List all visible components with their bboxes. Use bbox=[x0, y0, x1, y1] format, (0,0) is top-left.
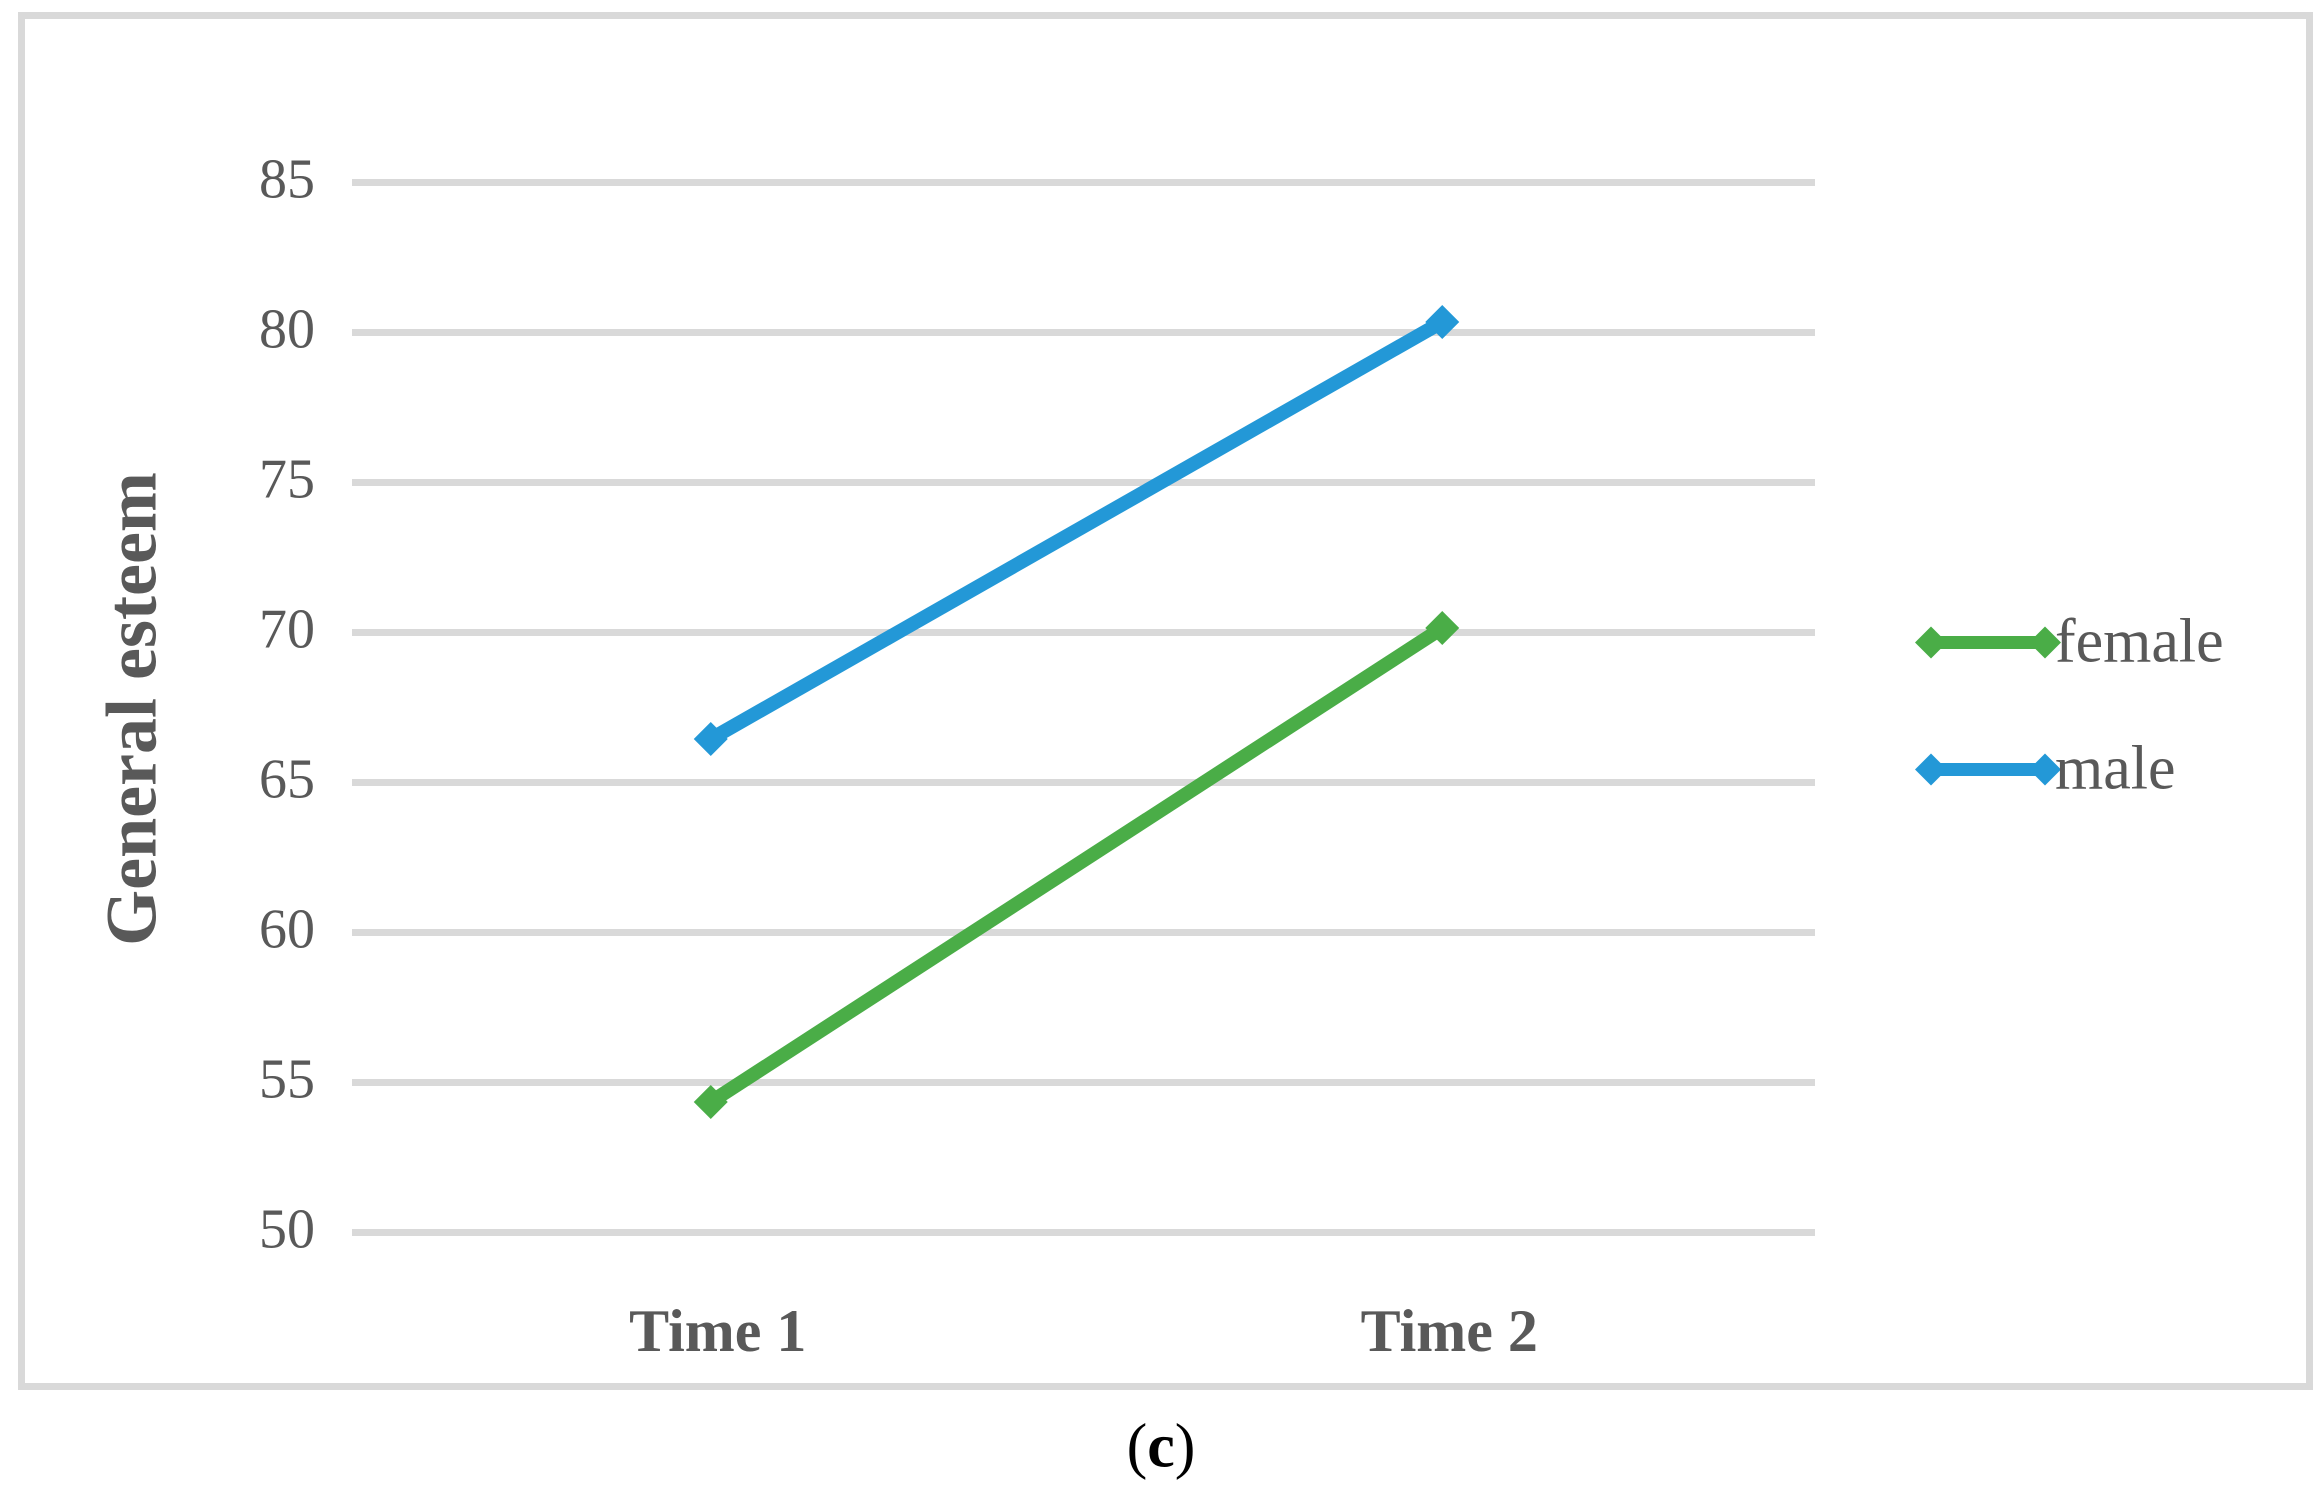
y-tick-label-70: 70 bbox=[259, 598, 315, 661]
y-axis-title: General esteem bbox=[91, 472, 172, 946]
gridline-60 bbox=[352, 928, 1815, 936]
y-tick-label-55: 55 bbox=[259, 1048, 315, 1111]
legend-item-male: male bbox=[1913, 734, 2176, 805]
legend-marker-diamond-male-1 bbox=[1915, 753, 1947, 785]
chart-frame: General esteem 50 55 60 65 70 75 80 85 Time 1 Ti… bbox=[18, 12, 2313, 1390]
caption-close-paren: ) bbox=[1174, 1412, 1196, 1481]
gridline-65 bbox=[352, 778, 1815, 786]
legend-label-male: male bbox=[2055, 734, 2176, 803]
legend-sample-female bbox=[1915, 626, 2061, 658]
x-category-label-1: Time 1 bbox=[629, 1298, 807, 1364]
figure-caption: (c) bbox=[1127, 1412, 1196, 1483]
gridline-50 bbox=[352, 1228, 1815, 1236]
caption-letter: c bbox=[1147, 1412, 1175, 1481]
gridline-85 bbox=[352, 178, 1815, 186]
gridline-75 bbox=[352, 478, 1815, 486]
y-tick-label-65: 65 bbox=[259, 748, 315, 811]
legend-label-female: female bbox=[2055, 607, 2224, 676]
y-tick-label-60: 60 bbox=[259, 898, 315, 961]
legend-sample-male bbox=[1915, 753, 2061, 785]
y-tick-label-75: 75 bbox=[259, 448, 315, 511]
gridline-70 bbox=[352, 628, 1815, 636]
gridline-55 bbox=[352, 1078, 1815, 1086]
x-category-label-2: Time 2 bbox=[1360, 1298, 1538, 1364]
gridline-80 bbox=[352, 328, 1815, 336]
y-tick-label-85: 85 bbox=[259, 148, 315, 211]
legend-item-female: female bbox=[1913, 607, 2224, 678]
legend-marker-diamond-female-1 bbox=[1915, 626, 1947, 658]
y-tick-label-50: 50 bbox=[259, 1198, 315, 1261]
legend-marker-diamond-male-2 bbox=[2029, 753, 2061, 785]
y-tick-label-80: 80 bbox=[259, 298, 315, 361]
caption-open-paren: ( bbox=[1126, 1412, 1148, 1481]
legend-marker-diamond-female-2 bbox=[2029, 626, 2061, 658]
